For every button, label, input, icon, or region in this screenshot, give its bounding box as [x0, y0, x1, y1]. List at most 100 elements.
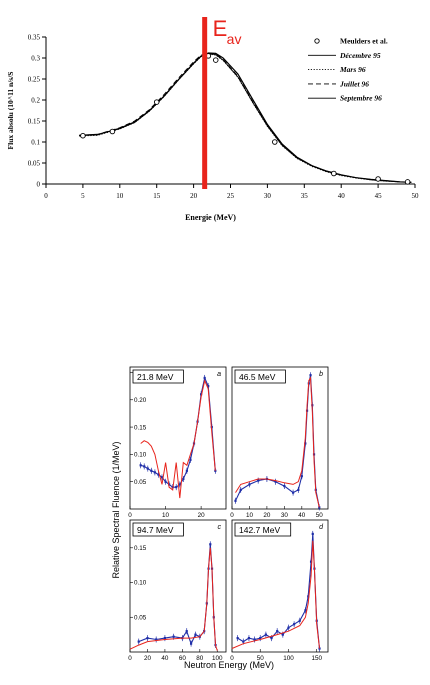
- x-tick-label: 25: [227, 192, 235, 200]
- measured-point: [205, 602, 208, 605]
- measured-point: [300, 475, 303, 478]
- panel-letter: b: [319, 371, 323, 378]
- measured-point: [248, 483, 251, 486]
- measured-point: [189, 458, 192, 461]
- measured-point: [203, 630, 206, 633]
- measured-point: [265, 477, 269, 481]
- legend-entry: Juillet 96: [339, 79, 369, 88]
- panel-energy-box: [234, 369, 286, 384]
- measured-point: [309, 560, 313, 563]
- measured-point: [214, 643, 217, 647]
- panel-y-tick-label: 0.10: [134, 580, 147, 587]
- x-axis-label: Neutron Energy (MeV): [184, 660, 274, 670]
- measured-point: [146, 637, 149, 640]
- x-tick-label: 20: [190, 192, 198, 200]
- y-axis-label: Relative Spectral Fluence (1/MeV): [111, 441, 121, 578]
- measured-point: [185, 630, 188, 633]
- measured-point: [153, 471, 156, 474]
- panel-x-tick-label: 0: [128, 655, 132, 662]
- panel-x-tick-label: 50: [257, 655, 265, 662]
- panel-x-tick-label: 20: [144, 655, 152, 662]
- panel-x-tick-label: 100: [212, 655, 223, 662]
- panel-frame: [129, 519, 227, 653]
- measured-point: [304, 609, 307, 612]
- measured-point: [210, 567, 214, 570]
- calculated-line: [129, 547, 218, 651]
- measured-point: [203, 376, 206, 380]
- panel-energy-box: [132, 369, 184, 384]
- panel-x-tick-label: 60: [179, 655, 187, 662]
- measured-point: [146, 467, 149, 470]
- y-tick-label: 0.3: [31, 55, 40, 63]
- measured-point: [175, 486, 178, 489]
- measured-point: [314, 488, 317, 491]
- panel-frame: [231, 519, 329, 653]
- measured-line: [237, 533, 321, 649]
- data-point: [404, 179, 411, 185]
- panel-energy-label: 142.7 MeV: [239, 525, 280, 535]
- measured-line: [235, 375, 320, 508]
- measured-point: [318, 647, 321, 650]
- measured-point: [315, 619, 318, 622]
- measured-line: [140, 376, 216, 488]
- measured-point: [214, 469, 217, 472]
- panel-letter: d: [319, 524, 324, 531]
- measured-point: [264, 633, 267, 636]
- measured-point: [207, 385, 210, 388]
- data-point: [375, 176, 381, 182]
- measured-point: [160, 476, 164, 479]
- measured-point: [297, 488, 300, 491]
- calculated-line: [235, 376, 320, 508]
- panel-x-tick-label: 30: [281, 512, 289, 519]
- panel-energy-label: 94.7 MeV: [137, 525, 174, 535]
- panel-y-tick-label: 0.15: [134, 424, 147, 431]
- measured-point: [318, 506, 321, 509]
- measured-point: [143, 465, 146, 468]
- measured-point: [274, 480, 277, 483]
- y-tick-label: 0.2: [31, 97, 40, 105]
- data-point: [331, 170, 337, 177]
- panel-frame: [231, 366, 329, 510]
- panel-energy-box: [132, 522, 184, 537]
- panel-energy-label: 21.8 MeV: [137, 372, 174, 382]
- legend-entry: Septembre 96: [340, 94, 382, 103]
- measured-point: [168, 483, 171, 486]
- measured-point: [172, 635, 175, 638]
- y-tick-label: 0.25: [28, 76, 41, 84]
- y-tick-label: 0.05: [28, 160, 41, 168]
- x-tick-label: 15: [153, 192, 161, 200]
- measured-point: [281, 633, 284, 636]
- measured-point: [287, 626, 290, 629]
- panel-letter: c: [218, 524, 222, 531]
- panel-x-tick-label: 40: [161, 655, 169, 662]
- measured-point: [200, 393, 203, 396]
- measured-point: [236, 637, 239, 640]
- measured-point: [276, 630, 279, 633]
- measured-point: [189, 642, 193, 645]
- panel-x-tick-label: 0: [230, 655, 234, 662]
- legend-entry: Décembre 95: [339, 51, 381, 60]
- measured-point: [196, 420, 199, 423]
- x-axis-label: Energie (MeV): [185, 213, 236, 222]
- measured-point: [212, 616, 215, 619]
- measured-point: [209, 543, 212, 546]
- y-tick-label: 0.1: [31, 139, 40, 147]
- measured-point: [192, 442, 196, 445]
- data-point: [212, 57, 219, 63]
- measured-point: [139, 464, 142, 467]
- panel-y-tick-label: 0.05: [134, 479, 147, 486]
- y-tick-label: 0.35: [28, 34, 41, 42]
- x-tick-label: 5: [81, 192, 85, 200]
- eav-subscript: av: [227, 31, 242, 47]
- measured-point: [234, 499, 237, 502]
- measured-point: [185, 469, 188, 472]
- measured-point: [137, 640, 140, 643]
- panel-x-tick-label: 10: [246, 512, 254, 519]
- calculated-line: [140, 379, 216, 499]
- measured-point: [309, 374, 312, 377]
- measured-line: [138, 544, 217, 646]
- x-tick-label: 0: [44, 192, 48, 200]
- measured-point: [242, 640, 245, 643]
- panel-energy-box: [234, 522, 292, 537]
- panel-y-tick-label: 0.15: [134, 545, 147, 552]
